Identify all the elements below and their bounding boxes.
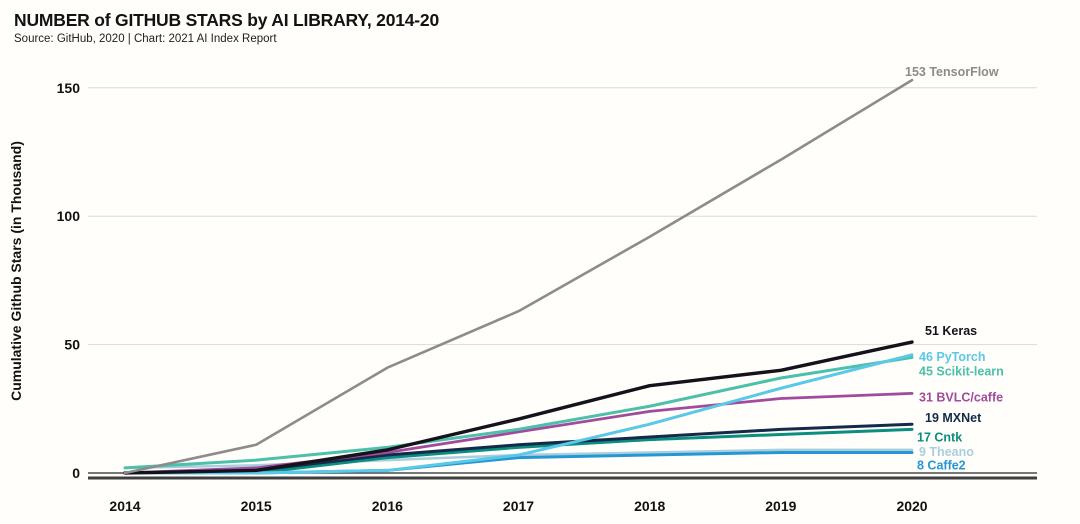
x-tick-label: 2017 [503, 498, 534, 514]
series-line-keras [123, 340, 914, 475]
x-tick-label: 2020 [896, 498, 927, 514]
series-label-pytorch: 46 PyTorch [919, 350, 985, 364]
series-label-caffe2: 8 Caffe2 [917, 458, 966, 472]
y-tick-label: 100 [57, 208, 81, 224]
series-label-bvlc-caffe: 31 BVLC/caffe [919, 390, 1003, 404]
y-tick-label: 50 [64, 337, 80, 353]
x-tick-label: 2014 [109, 498, 140, 514]
y-tick-label: 0 [72, 465, 80, 481]
x-tick-label: 2018 [634, 498, 665, 514]
series-label-tensorflow: 153 TensorFlow [905, 65, 999, 79]
series-label-theano: 9 Theano [919, 445, 974, 459]
series-label-mxnet: 19 MXNet [925, 411, 982, 425]
y-tick-label: 150 [57, 80, 81, 96]
chart-title: NUMBER of GITHUB STARS by AI LIBRARY, 20… [14, 10, 439, 30]
series-line-tensorflow [123, 78, 914, 475]
series-label-cntk: 17 Cntk [917, 430, 962, 444]
x-tick-label: 2015 [241, 498, 272, 514]
series-line-bvlc-caffe [123, 391, 914, 475]
series-label-keras: 51 Keras [925, 324, 977, 338]
x-tick-label: 2016 [372, 498, 403, 514]
chart-subtitle: Source: GitHub, 2020 | Chart: 2021 AI In… [14, 33, 277, 45]
x-tick-label: 2019 [765, 498, 796, 514]
series-line-scikit-learn [123, 355, 914, 470]
series-line-pytorch [123, 353, 914, 475]
series-label-scikit-learn: 45 Scikit-learn [919, 364, 1004, 378]
